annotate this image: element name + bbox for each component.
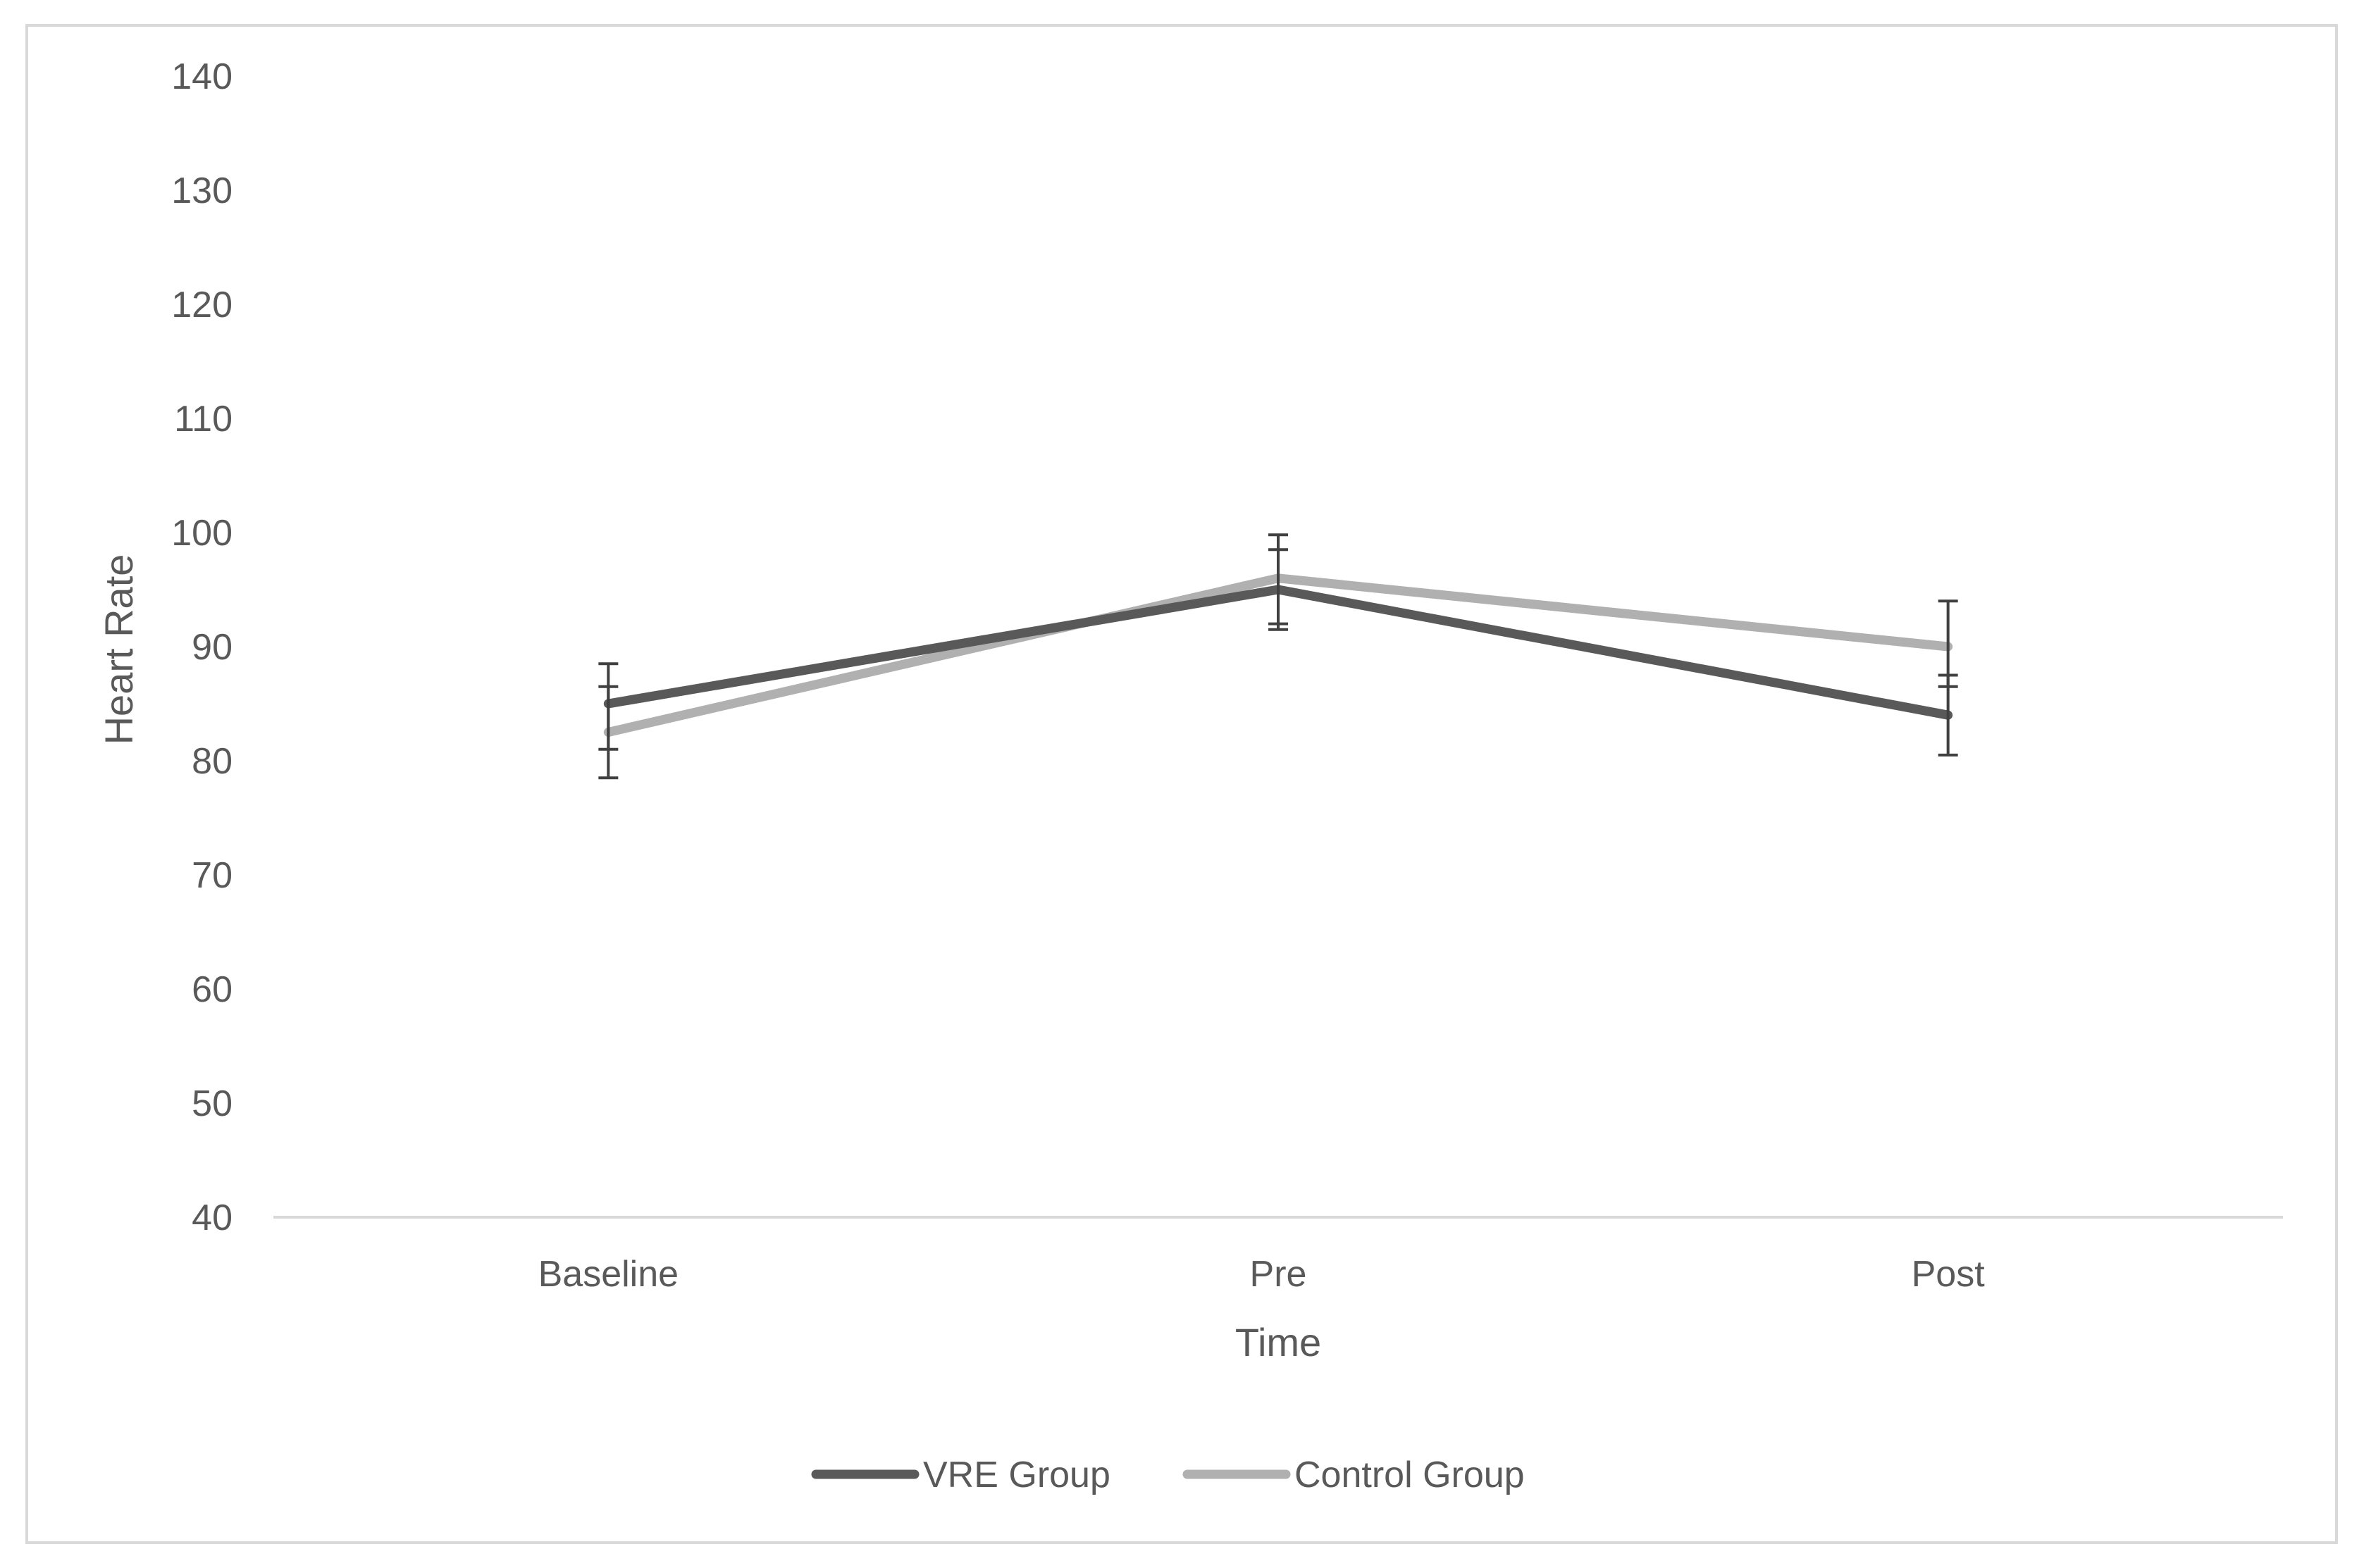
y-tick-label: 40 xyxy=(192,1197,233,1238)
x-axis-title: Time xyxy=(1235,1320,1321,1364)
chart-frame-border xyxy=(25,24,2338,1544)
y-tick-label: 50 xyxy=(192,1083,233,1124)
error-bars xyxy=(598,533,1958,780)
y-tick-label: 80 xyxy=(192,741,233,782)
y-tick-label: 120 xyxy=(171,285,233,325)
x-tick-label: Pre xyxy=(1250,1254,1307,1295)
y-tick-label: 100 xyxy=(171,513,233,554)
legend-label: VRE Group xyxy=(923,1455,1110,1495)
legend: VRE Group Control Group xyxy=(811,1455,1525,1495)
legend-label: Control Group xyxy=(1294,1455,1525,1495)
x-tick-label: Post xyxy=(1912,1254,1986,1295)
x-tick-label: Baseline xyxy=(538,1254,679,1295)
y-tick-label: 90 xyxy=(192,627,233,668)
y-tick-label: 130 xyxy=(171,170,233,211)
y-tick-label: 140 xyxy=(171,56,233,97)
y-tick-label: 70 xyxy=(192,855,233,896)
y-tick-label: 60 xyxy=(192,969,233,1010)
y-axis-tick-labels: 40 50 60 70 80 90 100 110 120 130 140 xyxy=(171,56,233,1238)
y-axis-title: Heart Rate xyxy=(97,554,141,745)
x-axis-tick-labels: Baseline Pre Post xyxy=(538,1254,1986,1295)
y-tick-label: 110 xyxy=(174,399,233,440)
